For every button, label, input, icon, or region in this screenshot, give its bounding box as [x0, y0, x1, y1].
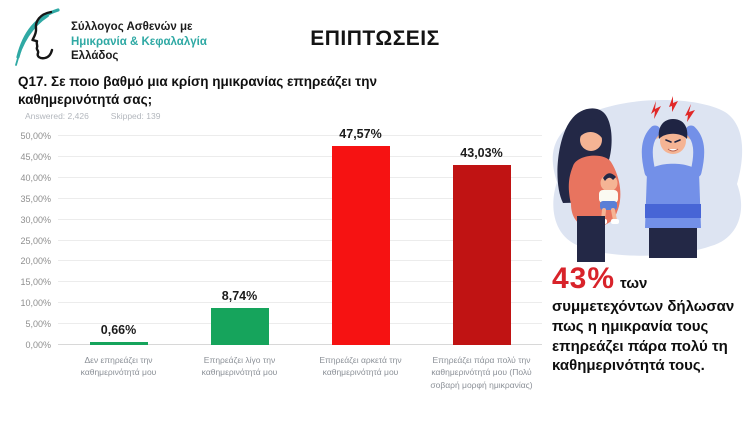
grid-line	[58, 260, 542, 262]
bar-column: 43,03%	[421, 136, 542, 345]
page-title: ΕΠΙΠΤΩΣΕΙΣ	[310, 27, 440, 50]
bar-columns: 0,66% 8,74% 47,57% 43,03%	[58, 127, 542, 345]
logo-line-3: Ελλάδος	[71, 50, 119, 63]
grid-line	[58, 155, 542, 157]
grid-line	[58, 281, 542, 283]
association-logo: Σύλλογος Ασθενών με Ημικρανία & Κεφαλαλγ…	[14, 7, 207, 69]
y-tick-label: 15,00%	[20, 277, 51, 288]
x-category-label: Επηρεάζει πάρα πολύ την καθημερινότητά μ…	[430, 355, 533, 390]
woman-baby-man-headache-icon	[552, 96, 743, 262]
bar-column: 8,74%	[179, 136, 300, 345]
grid-line	[58, 239, 542, 241]
stat-percentage: 43%	[552, 262, 616, 295]
y-axis: 0,00% 5,00% 10,00% 15,00% 20,00% 25,00% 30,00%…	[18, 131, 51, 350]
bar-chart: 0,00% 5,00% 10,00% 15,00% 20,00% 25,00% 30,00%…	[18, 127, 542, 408]
y-tick-label: 35,00%	[20, 193, 51, 204]
y-tick-label: 30,00%	[20, 214, 51, 225]
answered-count: Answered: 2,426	[25, 111, 89, 121]
skipped-count: Skipped: 139	[110, 111, 161, 121]
bar-value-label: 47,57%	[339, 127, 382, 142]
y-tick-label: 40,00%	[20, 172, 51, 183]
y-tick-label: 45,00%	[20, 151, 51, 162]
grid-line	[58, 176, 542, 178]
y-tick-label: 25,00%	[20, 235, 51, 246]
x-category-label: Επηρεάζει λίγο την καθημερινότητά μου	[201, 355, 278, 378]
y-tick-label: 0,00%	[25, 340, 51, 350]
question-text: Q17. Σε ποιο βαθμό μια κρίση ημικρανίας …	[18, 74, 377, 107]
grid-line	[58, 218, 542, 220]
bar	[210, 308, 269, 345]
bar	[331, 146, 390, 345]
bar	[89, 342, 148, 345]
x-category-label: Δεν επηρεάζει την καθημερινότητά μου	[80, 355, 157, 378]
plot-area: 0,66% 8,74% 47,57% 43,03%	[58, 127, 542, 345]
stat-callout: 43% των συμμετεχόντων δήλωσαν πως η ημικρ…	[552, 262, 737, 376]
association-name: Σύλλογος Ασθενών με Ημικρανία & Κεφαλαλγ…	[71, 7, 207, 69]
grid-line	[58, 302, 542, 304]
y-tick-label: 5,00%	[25, 319, 51, 330]
face-profile-logo-icon	[15, 8, 60, 66]
bar-column: 47,57%	[300, 127, 421, 345]
logo-line-1: Σύλλογος Ασθενών με	[71, 21, 193, 33]
y-tick-label: 10,00%	[20, 298, 51, 309]
grid-line	[58, 344, 542, 345]
stat-suffix: των	[620, 275, 648, 292]
y-tick-label: 20,00%	[20, 256, 51, 267]
x-category-label: Επηρεάζει αρκετά την καθημερινότητά μου	[319, 355, 402, 378]
migraine-illustration	[543, 88, 750, 268]
x-axis: Δεν επηρεάζει την καθημερινότητά μου Επηρ…	[58, 354, 542, 404]
response-stats: Answered: 2,426 Skipped: 139	[25, 111, 160, 121]
logo-line-2: Ημικρανία & Κεφαλαλγία	[71, 35, 207, 48]
bar-value-label: 43,03%	[460, 146, 503, 161]
grid-line	[58, 135, 542, 136]
bar-column: 0,66%	[58, 136, 179, 345]
bar-value-label: 8,74%	[221, 289, 258, 304]
stat-description: συμμετεχόντων δήλωσαν πως η ημικρανία το…	[552, 298, 735, 375]
grid-line	[58, 323, 542, 325]
grid-line	[58, 197, 542, 199]
bar	[452, 165, 511, 345]
bar-value-label: 0,66%	[100, 323, 137, 338]
y-tick-label: 50,00%	[20, 131, 51, 141]
